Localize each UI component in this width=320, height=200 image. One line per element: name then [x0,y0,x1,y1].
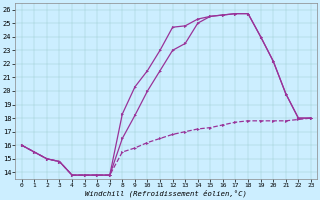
X-axis label: Windchill (Refroidissement éolien,°C): Windchill (Refroidissement éolien,°C) [85,190,247,197]
